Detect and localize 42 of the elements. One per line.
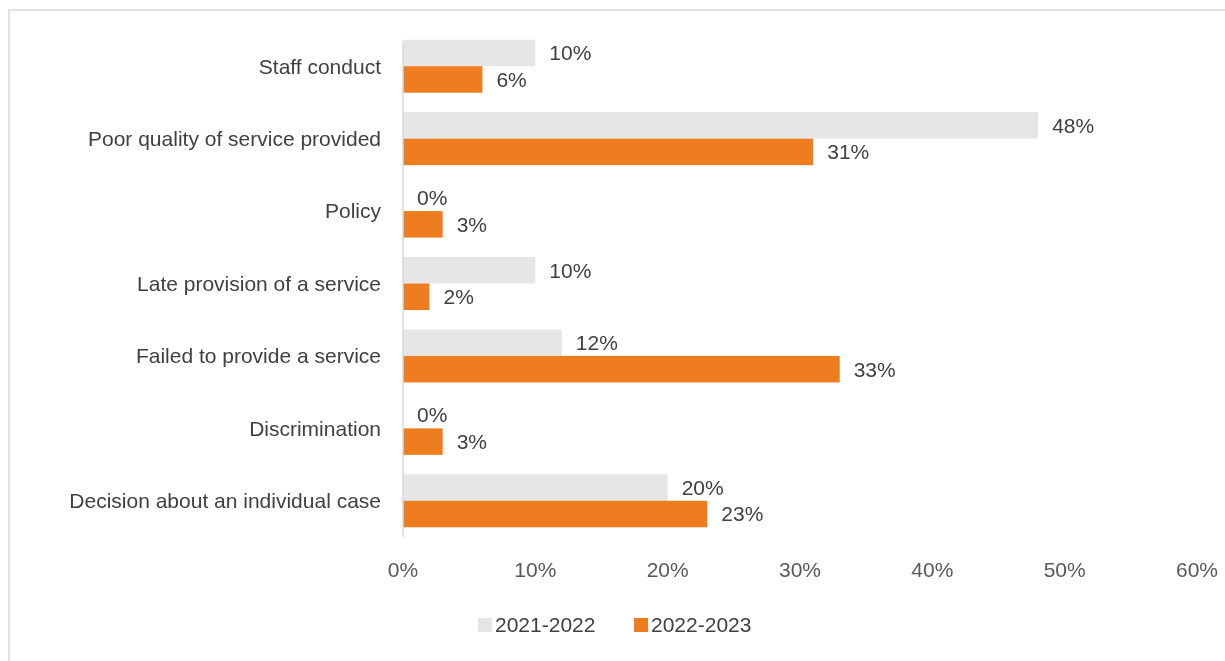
y-tick-label: Discrimination <box>249 416 381 440</box>
data-label: 20% <box>681 475 724 499</box>
data-label: 48% <box>1052 113 1095 137</box>
x-tick-label: 0% <box>387 558 419 581</box>
data-label: 12% <box>575 331 618 355</box>
bar <box>403 355 840 383</box>
data-label: 6% <box>496 67 527 91</box>
data-label: 3% <box>456 212 488 236</box>
y-tick-label: Policy <box>324 199 382 223</box>
bar <box>403 211 443 238</box>
bar <box>403 66 483 93</box>
y-tick-label: Decision about an individual case <box>69 489 381 513</box>
data-label: 2% <box>443 285 474 309</box>
y-tick-label: Failed to provide a service <box>135 344 381 368</box>
bar <box>403 329 562 356</box>
bar <box>403 283 430 310</box>
bar <box>403 39 536 67</box>
data-label: 33% <box>853 357 896 381</box>
data-label: 0% <box>417 403 448 427</box>
bar <box>403 428 443 455</box>
bar <box>403 138 814 166</box>
legend-label: 2021-2022 <box>495 613 596 637</box>
y-tick-label: Late provision of a service <box>137 271 381 295</box>
x-tick-label: 50% <box>1043 558 1086 581</box>
bar <box>403 500 708 528</box>
data-label: 31% <box>827 140 870 164</box>
x-tick-label: 30% <box>778 558 822 581</box>
data-label: 10% <box>549 258 592 282</box>
bar <box>403 112 1039 139</box>
bar <box>403 257 536 284</box>
bar <box>403 474 668 501</box>
data-label: 23% <box>721 502 764 526</box>
y-tick-label: Staff conduct <box>258 54 382 78</box>
data-label: 0% <box>417 186 448 210</box>
x-tick-label: 20% <box>646 558 689 581</box>
x-tick-label: 10% <box>514 558 557 581</box>
y-tick-label: Poor quality of service provided <box>88 126 381 150</box>
legend-label: 2022-2023 <box>651 613 752 637</box>
x-tick-label: 60% <box>1175 558 1219 581</box>
data-label: 10% <box>549 41 592 65</box>
x-tick-label: 40% <box>911 558 954 581</box>
data-label: 3% <box>456 429 488 453</box>
